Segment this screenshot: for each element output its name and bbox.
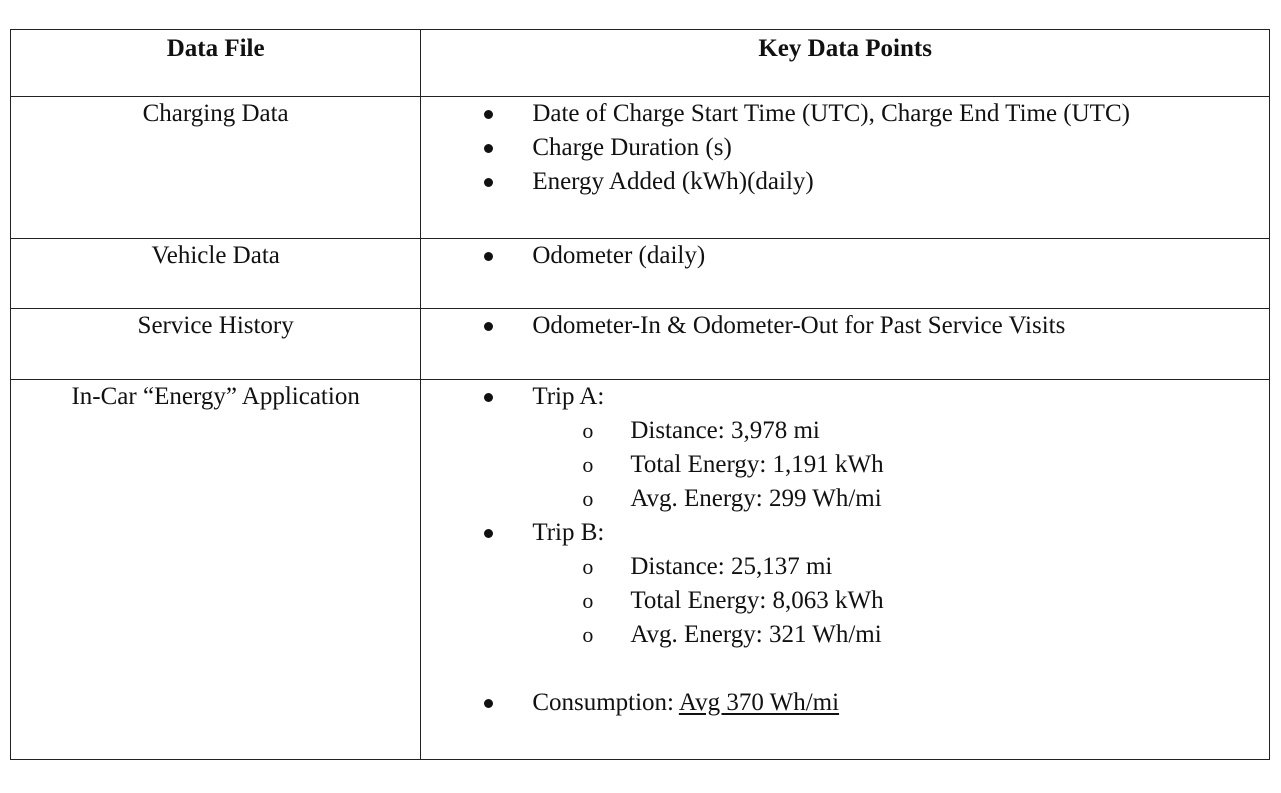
sub-list-item: o Distance: 25,137 mi <box>532 550 1269 584</box>
list-item: Date of Charge Start Time (UTC), Charge … <box>421 97 1269 131</box>
trip-a-total-energy: Total Energy: 1,191 kWh <box>630 451 884 478</box>
file-name-service-history: Service History <box>9 308 422 380</box>
sub-list: o Distance: 3,978 mi o Total Energy: 1,191… <box>421 414 1269 516</box>
sub-list-item: o Total Energy: 1,191 kWh <box>532 448 1269 482</box>
trip-b-details: o Distance: 25,137 mi o Total Energy: 8,06… <box>421 550 1269 652</box>
circle-bullet-icon: o <box>582 554 594 579</box>
table-row-vehicle-data: Vehicle Data Odometer (daily) <box>9 238 1270 309</box>
bullet-icon <box>484 529 494 538</box>
bullet-icon <box>484 144 494 153</box>
key-points-energy-application: Trip A: o Distance: 3,978 mi o Total Energ… <box>420 379 1270 760</box>
file-name-charging-data: Charging Data <box>9 96 422 239</box>
table-row-energy-application: In-Car “Energy” Application Trip A: o Dis… <box>9 379 1270 760</box>
key-points-vehicle-data: Odometer (daily) <box>420 238 1270 309</box>
list-item: Odometer (daily) <box>421 239 1269 273</box>
bullet-list: Odometer (daily) <box>421 239 1269 273</box>
key-point-text: Odometer (daily) <box>532 242 706 269</box>
key-point-text: Date of Charge Start Time (UTC), Charge … <box>532 100 1130 127</box>
list-item: Energy Added (kWh)(daily) <box>421 165 1269 199</box>
list-item-trip-b: Trip B: <box>421 516 1269 550</box>
trip-a-label: Trip A: <box>532 383 605 410</box>
list-item-consumption: Consumption: Avg 370 Wh/mi <box>421 686 1269 720</box>
table-row-charging-data: Charging Data Date of Charge Start Time … <box>9 96 1270 239</box>
bullet-list: Odometer-In & Odometer-Out for Past Serv… <box>421 309 1269 343</box>
trip-b-total-energy: Total Energy: 8,063 kWh <box>630 587 884 614</box>
circle-bullet-icon: o <box>582 418 594 443</box>
key-point-text: Charge Duration (s) <box>532 134 732 161</box>
key-point-text: Energy Added (kWh)(daily) <box>532 168 814 195</box>
trip-a-avg-energy: Avg. Energy: 299 Wh/mi <box>630 485 882 512</box>
consumption-value: Avg 370 Wh/mi <box>678 689 840 716</box>
bullet-icon <box>484 393 494 402</box>
header-key-data-points: Key Data Points <box>420 29 1270 97</box>
sub-list-item: o Avg. Energy: 321 Wh/mi <box>532 618 1269 652</box>
bullet-list: Trip A: o Distance: 3,978 mi o Total Energ… <box>421 380 1269 720</box>
table-header-row: Data File Key Data Points <box>9 29 1270 97</box>
key-points-charging-data: Date of Charge Start Time (UTC), Charge … <box>420 96 1270 239</box>
circle-bullet-icon: o <box>582 622 594 647</box>
list-item: Odometer-In & Odometer-Out for Past Serv… <box>421 309 1269 343</box>
bullet-icon <box>484 178 494 187</box>
data-file-table: Data File Key Data Points Charging Data … <box>9 29 1270 760</box>
key-point-text: Odometer-In & Odometer-Out for Past Serv… <box>532 312 1066 339</box>
sub-list: o Distance: 25,137 mi o Total Energy: 8,06… <box>421 550 1269 652</box>
key-points-service-history: Odometer-In & Odometer-Out for Past Serv… <box>420 308 1270 380</box>
sub-list-item: o Distance: 3,978 mi <box>532 414 1269 448</box>
trip-b-distance: Distance: 25,137 mi <box>630 553 833 580</box>
circle-bullet-icon: o <box>582 588 594 613</box>
list-item: Charge Duration (s) <box>421 131 1269 165</box>
bullet-icon <box>484 252 494 261</box>
sub-list-item: o Avg. Energy: 299 Wh/mi <box>532 482 1269 516</box>
trip-b-avg-energy: Avg. Energy: 321 Wh/mi <box>630 621 882 648</box>
trip-b-label: Trip B: <box>532 519 605 546</box>
consumption-label: Consumption: <box>532 689 679 716</box>
bullet-list: Date of Charge Start Time (UTC), Charge … <box>421 97 1269 199</box>
list-item-trip-a: Trip A: <box>421 380 1269 414</box>
header-data-file: Data File <box>9 29 422 97</box>
file-name-energy-application: In-Car “Energy” Application <box>9 379 422 760</box>
bullet-icon <box>484 110 494 119</box>
circle-bullet-icon: o <box>582 452 594 477</box>
bullet-icon <box>484 322 494 331</box>
trip-a-details: o Distance: 3,978 mi o Total Energy: 1,191… <box>421 414 1269 516</box>
bullet-icon <box>484 699 494 708</box>
trip-a-distance: Distance: 3,978 mi <box>630 417 820 444</box>
file-name-vehicle-data: Vehicle Data <box>9 238 422 309</box>
circle-bullet-icon: o <box>582 486 594 511</box>
sub-list-item: o Total Energy: 8,063 kWh <box>532 584 1269 618</box>
table-row-service-history: Service History Odometer-In & Odometer-O… <box>9 308 1270 380</box>
